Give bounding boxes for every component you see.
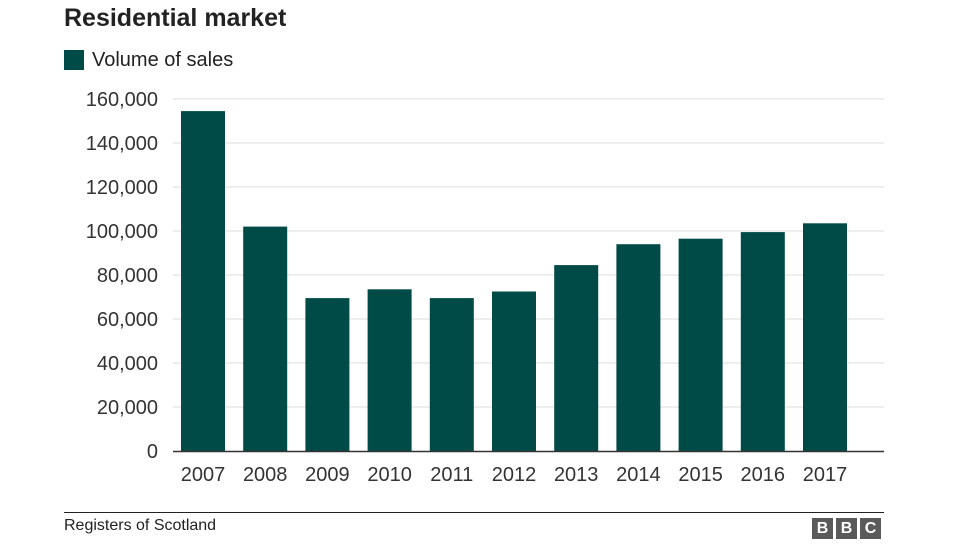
- x-tick-label: 2008: [243, 464, 288, 486]
- x-tick-label: 2010: [367, 464, 412, 486]
- x-tick-label: 2011: [430, 464, 473, 486]
- x-tick-label: 2014: [616, 464, 661, 486]
- x-tick-label: 2016: [741, 464, 786, 486]
- x-tick-label: 2013: [554, 464, 599, 486]
- legend-label: Volume of sales: [92, 48, 234, 71]
- bbc-logo: B B C: [812, 518, 881, 539]
- y-tick-label: 40,000: [97, 353, 158, 375]
- x-tick-label: 2009: [305, 464, 350, 486]
- x-tick-label: 2015: [678, 464, 723, 486]
- bars: [181, 111, 847, 451]
- footer-divider: [64, 512, 884, 513]
- x-axis-tick-labels: 2007 2008 2009 2010 2011 2012 2013 2014 2015 2016…: [181, 464, 848, 486]
- bar-2007: [181, 111, 225, 451]
- x-tick-label: 2012: [492, 464, 537, 486]
- x-tick-label: 2007: [181, 464, 226, 486]
- bar-2008: [243, 226, 288, 451]
- bar-2009: [305, 298, 350, 451]
- y-tick-label: 140,000: [86, 133, 158, 155]
- bar-2015: [678, 238, 723, 451]
- chart-title: Residential market: [64, 4, 287, 32]
- y-axis-tick-labels: 0 20,000 40,000 60,000 80,000 100,000 120,000 1…: [86, 89, 158, 463]
- y-tick-label: 80,000: [97, 265, 158, 287]
- legend-swatch: [64, 50, 84, 70]
- x-tick-label: 2017: [803, 464, 848, 486]
- y-tick-label: 120,000: [86, 177, 158, 199]
- source-label: Registers of Scotland: [64, 517, 217, 534]
- logo-letter: B: [812, 518, 833, 539]
- y-tick-label: 100,000: [86, 221, 158, 243]
- logo-letter: C: [860, 518, 881, 539]
- bar-2010: [367, 289, 412, 451]
- bar-2017: [803, 223, 847, 451]
- logo-letter: B: [836, 518, 857, 539]
- y-tick-label: 0: [147, 441, 158, 463]
- bar-2011: [429, 298, 474, 451]
- bar-2012: [492, 291, 536, 451]
- y-tick-label: 20,000: [97, 397, 158, 419]
- bar-2014: [616, 244, 661, 451]
- y-tick-label: 60,000: [97, 309, 158, 331]
- legend: Volume of sales: [64, 48, 233, 72]
- bar-2016: [740, 232, 785, 451]
- bar-2013: [554, 265, 599, 451]
- y-tick-label: 160,000: [86, 89, 158, 111]
